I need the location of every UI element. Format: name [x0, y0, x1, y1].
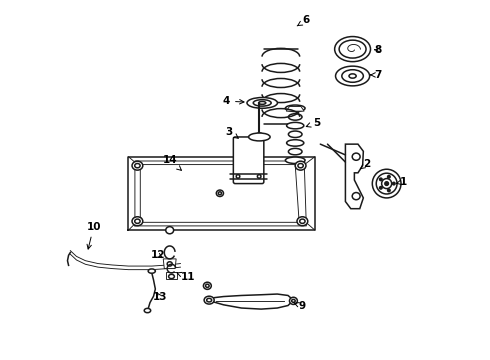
Ellipse shape [297, 217, 308, 226]
Ellipse shape [144, 309, 151, 313]
Polygon shape [207, 294, 294, 309]
Ellipse shape [380, 178, 382, 181]
Polygon shape [163, 259, 176, 269]
Ellipse shape [285, 105, 305, 112]
Ellipse shape [392, 182, 395, 185]
Ellipse shape [352, 193, 360, 200]
Ellipse shape [287, 140, 304, 146]
Text: 11: 11 [177, 272, 195, 282]
Ellipse shape [382, 179, 392, 189]
Ellipse shape [248, 133, 270, 141]
Ellipse shape [335, 37, 370, 62]
Ellipse shape [388, 189, 390, 192]
Ellipse shape [372, 169, 401, 198]
Ellipse shape [204, 296, 214, 304]
Polygon shape [286, 107, 304, 111]
Text: 9: 9 [294, 301, 306, 311]
Text: 10: 10 [86, 222, 101, 249]
Polygon shape [345, 144, 364, 209]
Ellipse shape [285, 157, 305, 163]
Text: 1: 1 [396, 177, 407, 187]
Ellipse shape [148, 269, 155, 273]
Text: 12: 12 [151, 250, 166, 260]
Text: 13: 13 [152, 292, 167, 302]
FancyBboxPatch shape [233, 137, 264, 184]
Ellipse shape [132, 217, 143, 226]
Ellipse shape [352, 153, 360, 160]
Ellipse shape [295, 161, 306, 170]
Text: 6: 6 [297, 15, 310, 26]
Polygon shape [166, 272, 177, 279]
Ellipse shape [247, 98, 277, 108]
Ellipse shape [336, 66, 369, 86]
Text: 8: 8 [374, 45, 381, 55]
Ellipse shape [253, 100, 271, 106]
Text: 4: 4 [222, 96, 244, 106]
Ellipse shape [287, 122, 304, 129]
Ellipse shape [385, 182, 389, 185]
Ellipse shape [166, 226, 173, 234]
Ellipse shape [132, 161, 143, 170]
Text: 14: 14 [162, 155, 181, 170]
Text: 7: 7 [371, 70, 381, 80]
Ellipse shape [380, 186, 382, 189]
Text: 5: 5 [306, 118, 320, 128]
Text: 2: 2 [360, 159, 370, 169]
Ellipse shape [203, 282, 211, 289]
Polygon shape [251, 135, 267, 139]
Ellipse shape [290, 297, 297, 305]
Ellipse shape [388, 176, 390, 178]
Ellipse shape [376, 173, 397, 194]
Ellipse shape [349, 74, 356, 78]
Text: 3: 3 [225, 127, 238, 138]
Ellipse shape [216, 190, 223, 197]
